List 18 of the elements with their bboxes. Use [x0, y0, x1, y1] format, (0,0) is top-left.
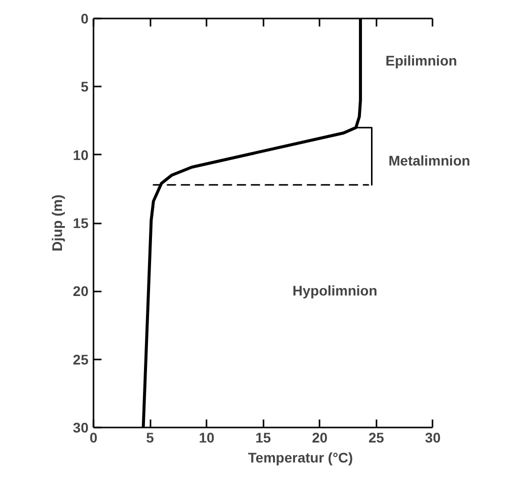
annotation: Epilimnion [386, 52, 458, 68]
y-tick-label: 10 [72, 146, 89, 163]
x-tick-label: 20 [312, 430, 328, 446]
annotation: Hypolimnion [292, 282, 378, 298]
x-tick-label: 25 [368, 430, 384, 446]
y-axis-title: Djup (m) [48, 194, 65, 252]
x-tick-label: 30 [425, 430, 441, 446]
y-tick-label: 0 [80, 10, 89, 26]
x-tick-label: 5 [146, 430, 154, 446]
y-tick-label: 20 [72, 283, 89, 300]
y-tick-label: 30 [72, 420, 89, 436]
annotation: Metalimnion [388, 152, 470, 168]
x-tick-label: 10 [198, 430, 215, 446]
x-axis-title: Temperatur (°C) [248, 450, 353, 466]
y-tick-label: 15 [72, 215, 89, 231]
y-tick-label: 25 [72, 351, 89, 368]
x-tick-label: 15 [255, 430, 272, 446]
y-tick-label: 5 [80, 78, 89, 95]
